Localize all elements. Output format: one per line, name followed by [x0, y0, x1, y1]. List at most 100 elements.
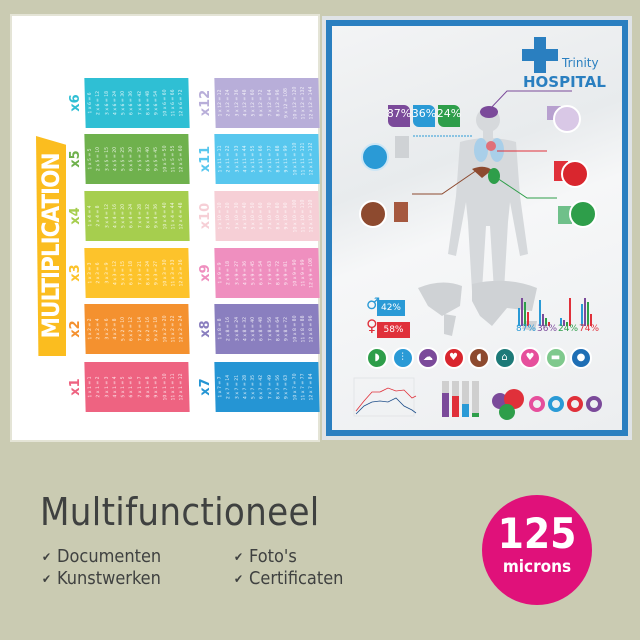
table-line: 10 x 10 = 100	[292, 199, 299, 233]
table-line: 9 x 1 = 9	[154, 376, 160, 398]
features-title: Multifunctioneel	[40, 490, 320, 534]
table-line: 2 x 2 = 4	[96, 318, 102, 340]
table-line: 12 x 2 = 24	[178, 315, 185, 343]
table-line: 6 x 2 = 12	[129, 316, 135, 342]
table-line: 12 x 4 = 48	[178, 202, 185, 230]
table-line: 1 x 3 = 3	[87, 262, 94, 284]
table-line: 6 x 1 = 6	[129, 376, 135, 398]
donut-charts	[529, 396, 602, 412]
table-line: 1 x 6 = 6	[87, 92, 94, 114]
feature-item: ✔ Foto's	[234, 546, 297, 567]
table-line: 8 x 5 = 40	[145, 146, 152, 172]
heart-organ-circle	[561, 160, 589, 188]
gender-stat-box: 42%	[377, 300, 405, 316]
table-line: 4 x 6 = 24	[112, 90, 119, 116]
table-line: 1 x 4 = 4	[87, 205, 94, 227]
table-line: 1 x 11 = 11	[217, 145, 224, 173]
table-line: 3 x 9 = 27	[234, 260, 240, 286]
hospital-name-small: Trinity	[562, 56, 599, 70]
table-line: 11 x 12 = 132	[300, 86, 307, 120]
table-line: 12 x 1 = 12	[178, 373, 185, 401]
hospital-poster: Trinity HOSPITAL	[322, 16, 632, 440]
table-line: 6 x 3 = 18	[129, 260, 135, 286]
feature-item: ✔ Certificaten	[234, 568, 344, 589]
lungs-organ-circle	[361, 143, 389, 171]
bar-group-label: 74%	[579, 324, 600, 334]
table-line: 4 x 12 = 48	[242, 89, 249, 117]
stat-box: 87%	[387, 105, 411, 127]
bar	[548, 322, 550, 326]
hospital-poster-frame: Trinity HOSPITAL	[326, 20, 628, 436]
bar	[521, 298, 523, 326]
tooth-icon: ⌂	[493, 347, 516, 369]
table-label: x12	[198, 89, 213, 117]
table-line: 7 x 8 = 56	[267, 316, 274, 342]
stomach-organ-circle	[569, 200, 597, 228]
bar	[566, 322, 568, 326]
table-line: 12 x 5 = 60	[178, 145, 185, 173]
times-table-x10: 1 x 10 = 10 2 x 10 = 20 3 x 10 = 30 4 x 10 …	[214, 191, 320, 241]
table-line: 3 x 1 = 3	[104, 376, 110, 398]
table-line: 3 x 2 = 6	[104, 318, 110, 340]
times-table-x12: 1 x 12 = 12 2 x 12 = 24 3 x 12 = 36 4 x 12 …	[214, 78, 320, 128]
table-line: 8 x 10 = 80	[275, 202, 282, 230]
table-label: x2	[68, 320, 83, 338]
table-line: 10 x 11 = 110	[292, 142, 299, 176]
table-line: 7 x 1 = 7	[137, 376, 144, 398]
check-icon: ✔	[42, 549, 52, 564]
table-line: 2 x 1 = 2	[96, 376, 102, 398]
table-line: 11 x 2 = 22	[170, 315, 177, 343]
table-line: 8 x 6 = 48	[145, 90, 152, 116]
feature-item: ✔ Kunstwerken	[42, 568, 161, 589]
table-line: 5 x 8 = 40	[250, 316, 257, 342]
brain-organ-circle	[553, 105, 581, 133]
medical-cross-icon	[522, 37, 558, 73]
table-line: 2 x 11 = 22	[225, 145, 232, 173]
table-line: 9 x 9 = 81	[284, 260, 290, 286]
table-line: 3 x 6 = 18	[104, 90, 110, 116]
bar	[569, 298, 571, 326]
table-line: 6 x 11 = 66	[259, 145, 265, 173]
table-line: 8 x 2 = 16	[145, 316, 152, 342]
table-line: 1 x 8 = 8	[217, 318, 224, 340]
table-line: 10 x 2 = 20	[162, 315, 169, 343]
table-line: 10 x 6 = 60	[162, 89, 169, 117]
table-line: 9 x 6 = 54	[154, 90, 160, 116]
gender-stat-box: 58%	[377, 322, 410, 338]
table-line: 2 x 10 = 20	[225, 202, 232, 230]
table-line: 2 x 7 = 14	[225, 374, 232, 400]
table-line: 1 x 9 = 9	[217, 262, 224, 284]
bar	[545, 318, 547, 326]
table-line: 5 x 5 = 25	[120, 146, 127, 172]
table-line: 9 x 8 = 72	[284, 316, 290, 342]
table-label: x1	[68, 378, 83, 396]
column-chart	[442, 381, 479, 417]
table-line: 4 x 11 = 44	[242, 145, 249, 173]
check-icon: ✔	[234, 549, 244, 564]
woman-icon: ♀	[366, 316, 378, 335]
table-line: 11 x 1 = 11	[170, 373, 177, 401]
table-line: 9 x 11 = 99	[284, 145, 290, 173]
table-line: 8 x 11 = 88	[275, 145, 282, 173]
table-label: x6	[68, 94, 83, 112]
stomach-icon: ◗	[366, 347, 388, 369]
table-line: 2 x 5 = 10	[95, 146, 102, 172]
stat-box: 36%	[412, 105, 436, 127]
table-line: 1 x 2 = 2	[87, 318, 94, 340]
table-line: 3 x 4 = 12	[104, 203, 110, 229]
table-line: 7 x 5 = 35	[137, 146, 144, 172]
venn-chart	[492, 389, 524, 420]
table-line: 11 x 10 = 110	[300, 199, 307, 233]
table-line: 4 x 9 = 36	[242, 260, 249, 286]
table-label: x11	[198, 145, 213, 173]
bar	[518, 308, 520, 326]
thickness-badge: 125 microns	[482, 495, 592, 605]
table-line: 10 x 8 = 80	[292, 315, 299, 343]
table-label: x8	[198, 320, 213, 338]
table-line: 8 x 7 = 56	[275, 374, 282, 400]
